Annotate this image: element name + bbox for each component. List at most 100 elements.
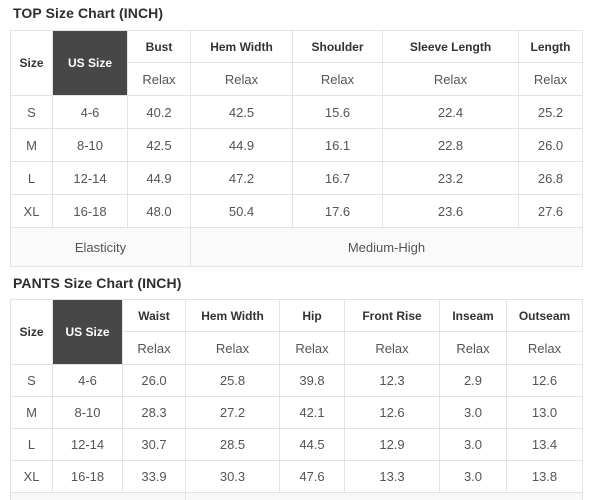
value-cell: 47.6 <box>279 460 345 493</box>
fit-type-cell: Relax <box>382 62 519 96</box>
value-cell: 22.8 <box>382 128 519 162</box>
value-cell: 13.4 <box>506 428 583 461</box>
size-cell: S <box>10 364 53 397</box>
value-cell: 12.6 <box>506 364 583 397</box>
value-cell: 25.2 <box>518 95 583 129</box>
value-cell: 13.0 <box>506 396 583 429</box>
value-cell: 47.2 <box>190 161 293 195</box>
pants-fit-row: Relax Relax Relax Relax Relax Relax <box>11 331 583 365</box>
fit-type-cell: Relax <box>506 331 583 365</box>
us-size-cell: 4-6 <box>52 95 128 129</box>
us-size-cell: 16-18 <box>52 460 123 493</box>
value-cell: 17.6 <box>292 194 383 228</box>
value-cell: 44.9 <box>127 161 191 195</box>
column-header-sleeve-length: Sleeve Length <box>382 30 519 63</box>
table-row-xl: XL 16-18 48.0 50.4 17.6 23.6 27.6 <box>10 194 583 228</box>
us-size-cell: 16-18 <box>52 194 128 228</box>
column-header-waist: Waist <box>122 299 186 332</box>
value-cell: 3.0 <box>439 460 507 493</box>
value-cell: 27.2 <box>185 396 280 429</box>
column-header-outseam: Outseam <box>506 299 583 332</box>
value-cell: 22.4 <box>382 95 519 129</box>
value-cell: 15.6 <box>292 95 383 129</box>
value-cell: 12.6 <box>344 396 440 429</box>
value-cell: 44.9 <box>190 128 293 162</box>
us-size-column-header: US Size <box>52 299 123 365</box>
value-cell: 2.9 <box>439 364 507 397</box>
value-cell: 26.8 <box>518 161 583 195</box>
elasticity-row: Elasticity Medium-High <box>10 227 583 267</box>
value-cell: 12.9 <box>344 428 440 461</box>
fit-type-cell: Relax <box>190 62 293 96</box>
partial-footer-cell <box>185 492 583 500</box>
value-cell: 50.4 <box>190 194 293 228</box>
size-cell: S <box>10 95 53 129</box>
value-cell: 30.7 <box>122 428 186 461</box>
size-column-header: Size <box>10 30 53 96</box>
fit-type-cell: Relax <box>185 331 280 365</box>
value-cell: 23.6 <box>382 194 519 228</box>
value-cell: 3.0 <box>439 396 507 429</box>
column-header-shoulder: Shoulder <box>292 30 383 63</box>
size-cell: L <box>10 428 53 461</box>
value-cell: 39.8 <box>279 364 345 397</box>
table-row-m: M 8-10 42.5 44.9 16.1 22.8 26.0 <box>10 128 583 162</box>
us-size-cell: 8-10 <box>52 128 128 162</box>
size-cell: M <box>10 128 53 162</box>
value-cell: 26.0 <box>122 364 186 397</box>
fit-type-cell: Relax <box>127 62 191 96</box>
column-header-length: Length <box>518 30 583 63</box>
value-cell: 13.3 <box>344 460 440 493</box>
table-row-m: M 8-10 28.3 27.2 42.1 12.6 3.0 13.0 <box>10 396 583 429</box>
partial-footer-cell <box>10 492 186 500</box>
value-cell: 42.5 <box>190 95 293 129</box>
value-cell: 42.1 <box>279 396 345 429</box>
column-header-bust: Bust <box>127 30 191 63</box>
top-size-table: Size US Size Bust Hem Width Shoulder Sle… <box>10 30 583 267</box>
value-cell: 3.0 <box>439 428 507 461</box>
table-row-l: L 12-14 30.7 28.5 44.5 12.9 3.0 13.4 <box>10 428 583 461</box>
fit-type-cell: Relax <box>279 331 345 365</box>
us-size-cell: 12-14 <box>52 428 123 461</box>
table-row-s: S 4-6 26.0 25.8 39.8 12.3 2.9 12.6 <box>10 364 583 397</box>
value-cell: 13.8 <box>506 460 583 493</box>
top-fit-row: Relax Relax Relax Relax Relax <box>11 62 583 96</box>
value-cell: 26.0 <box>518 128 583 162</box>
us-size-cell: 4-6 <box>52 364 123 397</box>
value-cell: 25.8 <box>185 364 280 397</box>
pants-chart-title: PANTS Size Chart (INCH) <box>13 275 182 291</box>
column-header-hip: Hip <box>279 299 345 332</box>
size-cell: XL <box>10 194 53 228</box>
fit-type-cell: Relax <box>518 62 583 96</box>
column-header-hem-width: Hem Width <box>185 299 280 332</box>
value-cell: 30.3 <box>185 460 280 493</box>
us-size-column-header: US Size <box>52 30 128 96</box>
value-cell: 28.3 <box>122 396 186 429</box>
column-header-front-rise: Front Rise <box>344 299 440 332</box>
value-cell: 23.2 <box>382 161 519 195</box>
value-cell: 40.2 <box>127 95 191 129</box>
table-row-l: L 12-14 44.9 47.2 16.7 23.2 26.8 <box>10 161 583 195</box>
value-cell: 42.5 <box>127 128 191 162</box>
pants-header-row: Size US Size Waist Hem Width Hip Front R… <box>10 299 583 365</box>
size-chart-page: { "top_chart": { "title": "TOP Size Char… <box>0 5 600 500</box>
column-header-inseam: Inseam <box>439 299 507 332</box>
fit-type-cell: Relax <box>439 331 507 365</box>
fit-type-cell: Relax <box>292 62 383 96</box>
top-chart-title: TOP Size Chart (INCH) <box>13 5 164 21</box>
value-cell: 28.5 <box>185 428 280 461</box>
us-size-cell: 8-10 <box>52 396 123 429</box>
size-cell: XL <box>10 460 53 493</box>
value-cell: 33.9 <box>122 460 186 493</box>
fit-type-cell: Relax <box>122 331 186 365</box>
pants-size-table: Size US Size Waist Hem Width Hip Front R… <box>10 299 583 500</box>
size-column-header: Size <box>10 299 53 365</box>
value-cell: 44.5 <box>279 428 345 461</box>
elasticity-value: Medium-High <box>190 227 583 267</box>
size-cell: L <box>10 161 53 195</box>
table-row-xl: XL 16-18 33.9 30.3 47.6 13.3 3.0 13.8 <box>10 460 583 493</box>
value-cell: 27.6 <box>518 194 583 228</box>
fit-type-cell: Relax <box>344 331 440 365</box>
table-row-s: S 4-6 40.2 42.5 15.6 22.4 25.2 <box>10 95 583 129</box>
elasticity-label: Elasticity <box>10 227 191 267</box>
